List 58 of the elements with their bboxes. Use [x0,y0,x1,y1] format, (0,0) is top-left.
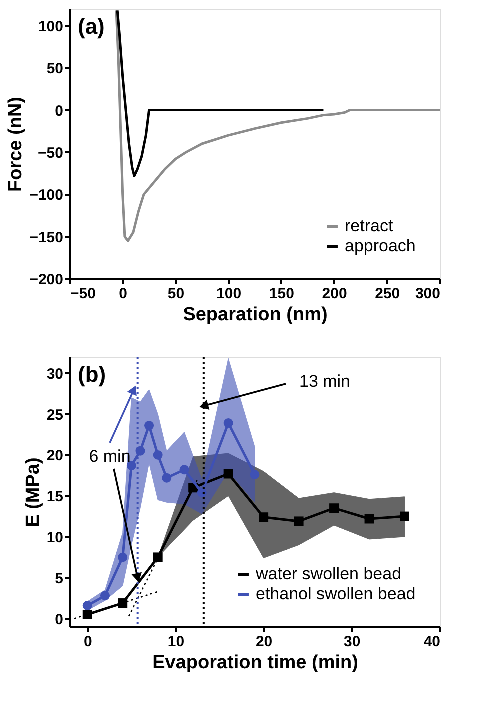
point [153,450,163,460]
x-tick-label: 100 [216,286,242,302]
x-tick-label: 40 [424,634,440,650]
point [224,469,234,479]
point [118,598,128,608]
legend-label: approach [345,236,416,256]
annotation: (a) [78,14,105,39]
point [144,420,154,430]
x-tick-label: 50 [168,286,185,302]
y-tick-label: 100 [38,18,64,36]
y-tick-label: −200 [30,272,64,288]
x-tick-label: 30 [344,634,361,650]
x-tick-label: 0 [84,634,92,650]
y-tick-label: −100 [30,187,64,204]
x-tick-label: 0 [119,286,128,302]
annotation: (b) [78,362,106,387]
point [364,514,374,524]
point [126,461,136,471]
x-tick-label: 250 [375,286,400,302]
point [330,504,340,514]
point [153,552,163,562]
x-tick-label: 300 [415,286,440,302]
point [224,418,234,428]
y-tick-label: −150 [30,229,64,246]
legend-label: ethanol swollen bead [256,584,416,604]
y-tick-label: 0 [55,102,64,120]
y-tick-label: 25 [46,406,64,424]
point [259,512,269,522]
y-axis-title: Force (nN) [6,97,27,192]
x-tick-label: 10 [168,634,185,650]
line-series [116,9,325,178]
legend-label: retract [345,216,394,236]
x-axis-title: Evaporation time (min) [152,652,358,674]
point [180,465,190,475]
y-tick-label: 5 [55,570,64,588]
legend-label: water swollen bead [255,564,402,584]
point [82,610,92,620]
point [400,512,410,522]
y-tick-label: 30 [46,366,64,383]
x-tick-label: 20 [256,634,273,650]
y-tick-label: 15 [46,488,64,506]
point [294,516,304,526]
x-tick-label: 150 [269,286,294,302]
point [250,470,260,480]
point [197,488,207,498]
y-axis-title: E (MPa) [22,458,44,528]
point [82,600,92,610]
x-tick-label: −50 [70,286,96,302]
annotation: 6 min [89,447,131,466]
x-axis-title: Separation (nm) [183,304,328,326]
point [162,473,172,483]
annotation: 13 min [299,372,351,391]
y-tick-label: 20 [46,448,64,465]
y-tick-label: 10 [46,530,64,546]
y-tick-label: −50 [38,144,64,162]
y-tick-label: 50 [46,60,64,78]
y-tick-label: 0 [55,611,64,628]
x-tick-label: 200 [322,286,348,302]
